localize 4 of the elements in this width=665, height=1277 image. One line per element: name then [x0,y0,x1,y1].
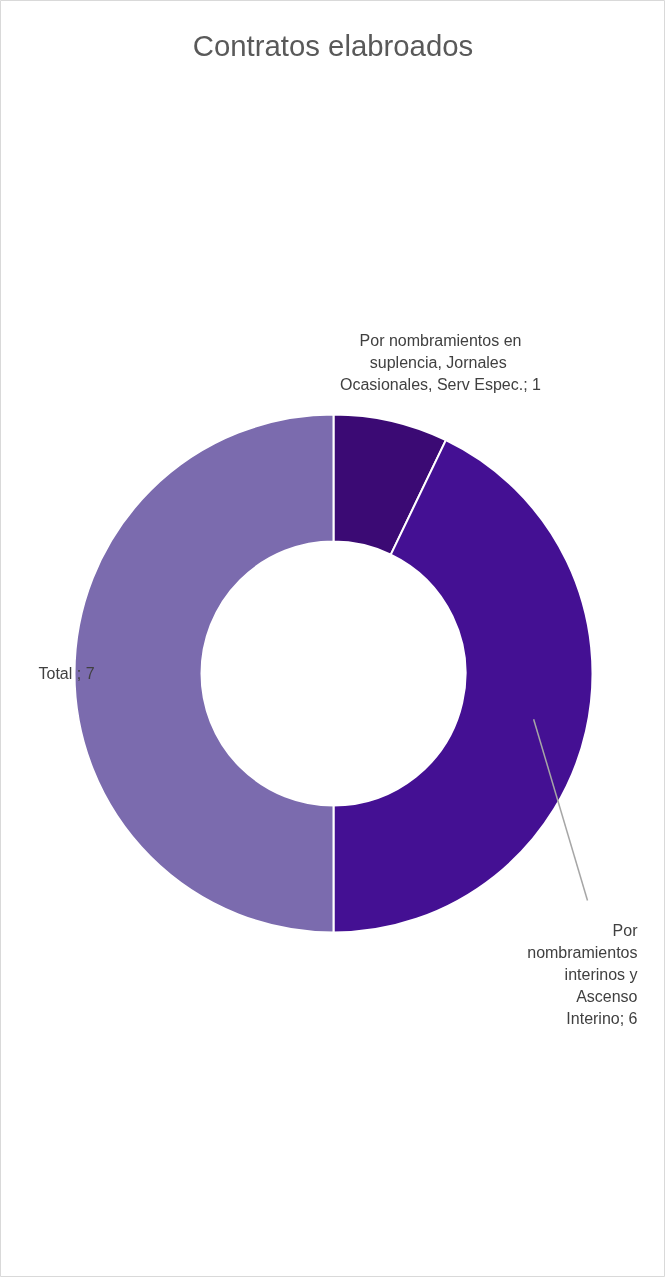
slice-label: Por nombramientos interinos y Ascenso Interino; 6 [527,922,639,1027]
slice-label: Por nombramientos en suplencia, Jornales Ocasionales, Serv Espec.; 1 [340,332,542,393]
slice-label: Total ; 7 [38,665,95,682]
chart-title: Contratos elabroados [192,29,474,62]
